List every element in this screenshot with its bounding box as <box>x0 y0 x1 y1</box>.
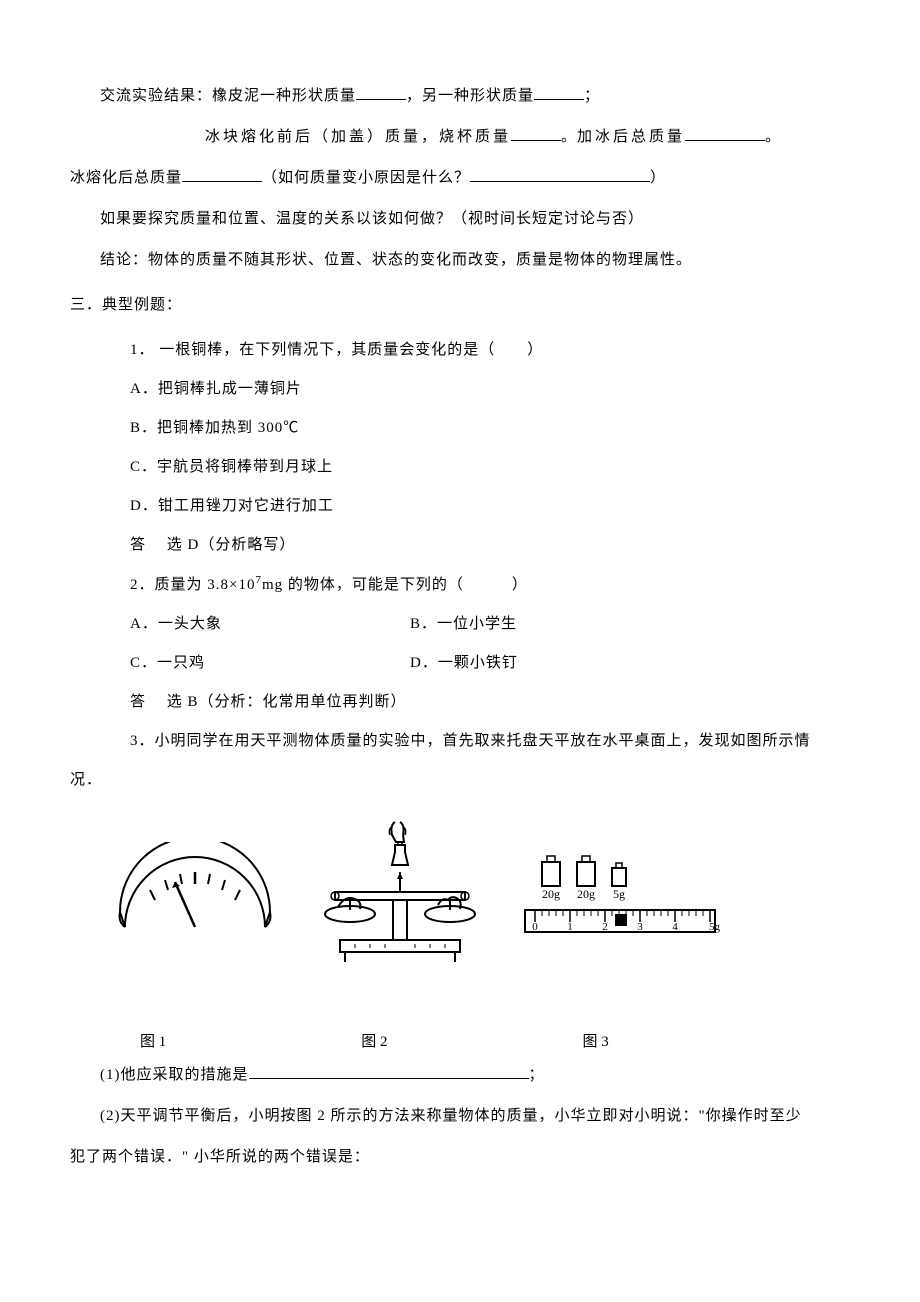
question-1-option-c: C．宇航员将铜棒带到月球上 <box>70 451 850 484</box>
figure-2-label: 图 2 <box>361 1026 387 1059</box>
svg-text:1: 1 <box>567 921 573 933</box>
figure-2-balance <box>310 817 490 987</box>
question-2-option-d: D．一颗小铁钉 <box>410 647 690 680</box>
question-2-options-row2: C．一只鸡 D．一颗小铁钉 <box>70 647 850 680</box>
text-fragment: （如何质量变小原因是什么？ <box>262 170 470 186</box>
figure-1-dial <box>110 842 280 962</box>
blank-6 <box>470 167 650 182</box>
question-3-sub1: (1)他应采取的措施是 ； <box>70 1059 850 1092</box>
blank-2 <box>534 85 584 100</box>
question-1-option-b: B．把铜棒加热到 300℃ <box>70 412 850 445</box>
text-fragment: ； <box>584 88 600 104</box>
svg-text:5g: 5g <box>709 921 721 933</box>
question-1-option-d: D．钳工用锉刀对它进行加工 <box>70 490 850 523</box>
text-fragment: (1)他应采取的措施是 <box>100 1067 249 1083</box>
text-fragment: ； <box>529 1067 545 1083</box>
blank-1 <box>356 85 406 100</box>
question-3-line1: 3．小明同学在用天平测物体质量的实验中，首先取来托盘天平放在水平桌面上，发现如图… <box>70 725 850 758</box>
svg-text:3: 3 <box>637 921 643 933</box>
figure-3-label: 图 3 <box>583 1026 609 1059</box>
question-3-sub2-line1: (2)天平调节平衡后，小明按图 2 所示的方法来称量物体的质量，小华立即对小明说… <box>70 1100 850 1133</box>
figure-1-label: 图 1 <box>140 1026 166 1059</box>
question-2-options-row1: A．一头大象 B．一位小学生 <box>70 608 850 641</box>
question-3-sub2-line2: 犯了两个错误．" 小华所说的两个错误是： <box>70 1141 850 1174</box>
text-fragment: 冰熔化后总质量 <box>70 170 182 186</box>
text-fragment: 。 <box>765 129 783 145</box>
question-2-option-a: A．一头大象 <box>130 608 410 641</box>
question-1-answer: 答 选 D（分析略写） <box>70 529 850 562</box>
svg-text:2: 2 <box>602 921 608 933</box>
question-1-option-a: A．把铜棒扎成一薄铜片 <box>70 373 850 406</box>
weight-1-label: 20g <box>542 887 560 901</box>
question-1: 1． 一根铜棒，在下列情况下，其质量会变化的是（ ） <box>70 334 850 367</box>
question-2-option-b: B．一位小学生 <box>410 608 690 641</box>
experiment-result-line2: 冰块熔化前后（加盖）质量，烧杯质量。加冰后总质量。 <box>70 121 850 154</box>
blank-3 <box>511 126 561 141</box>
text-fragment: mg 的物体，可能是下列的（ ） <box>262 577 528 593</box>
text-fragment: ） <box>650 170 666 186</box>
section-3-heading: 三．典型例题： <box>70 289 850 322</box>
text-fragment: 2．质量为 3.8×10 <box>130 577 255 593</box>
question-3-line2: 况． <box>70 764 850 797</box>
experiment-result-line3: 冰熔化后总质量 （如何质量变小原因是什么？ ） <box>0 162 850 195</box>
text-fragment: ，另一种形状质量 <box>406 88 534 104</box>
blank-4 <box>685 126 765 141</box>
weight-2-label: 20g <box>577 887 595 901</box>
weight-3-label: 5g <box>613 887 625 901</box>
figure-3-weights-ruler: 20g 20g 5g <box>520 842 730 962</box>
text-fragment: 加冰后总质量 <box>577 129 685 145</box>
question-2: 2．质量为 3.8×107mg 的物体，可能是下列的（ ） <box>70 568 850 602</box>
blank-5 <box>182 167 262 182</box>
question-2-option-c: C．一只鸡 <box>130 647 410 680</box>
figure-labels: 图 2 图 3 图 1 图 2 图 3 <box>70 997 850 1059</box>
svg-text:4: 4 <box>672 921 678 933</box>
conclusion: 结论：物体的质量不随其形状、位置、状态的变化而改变，质量是物体的物理属性。 <box>70 244 850 277</box>
figures-container: 20g 20g 5g <box>70 817 850 987</box>
question-2-answer: 答 选 B（分析：化常用单位再判断） <box>70 686 850 719</box>
experiment-result-line1: 交流实验结果：橡皮泥一种形状质量 ，另一种形状质量 ； <box>70 80 850 113</box>
discussion-prompt: 如果要探究质量和位置、温度的关系以该如何做？（视时间长短定讨论与否） <box>70 203 850 236</box>
svg-text:0: 0 <box>532 921 538 933</box>
text-fragment: 冰块熔化前后（加盖）质量，烧杯质量 <box>205 129 511 145</box>
text-fragment: 交流实验结果：橡皮泥一种形状质量 <box>100 88 356 104</box>
blank-7 <box>249 1064 529 1079</box>
